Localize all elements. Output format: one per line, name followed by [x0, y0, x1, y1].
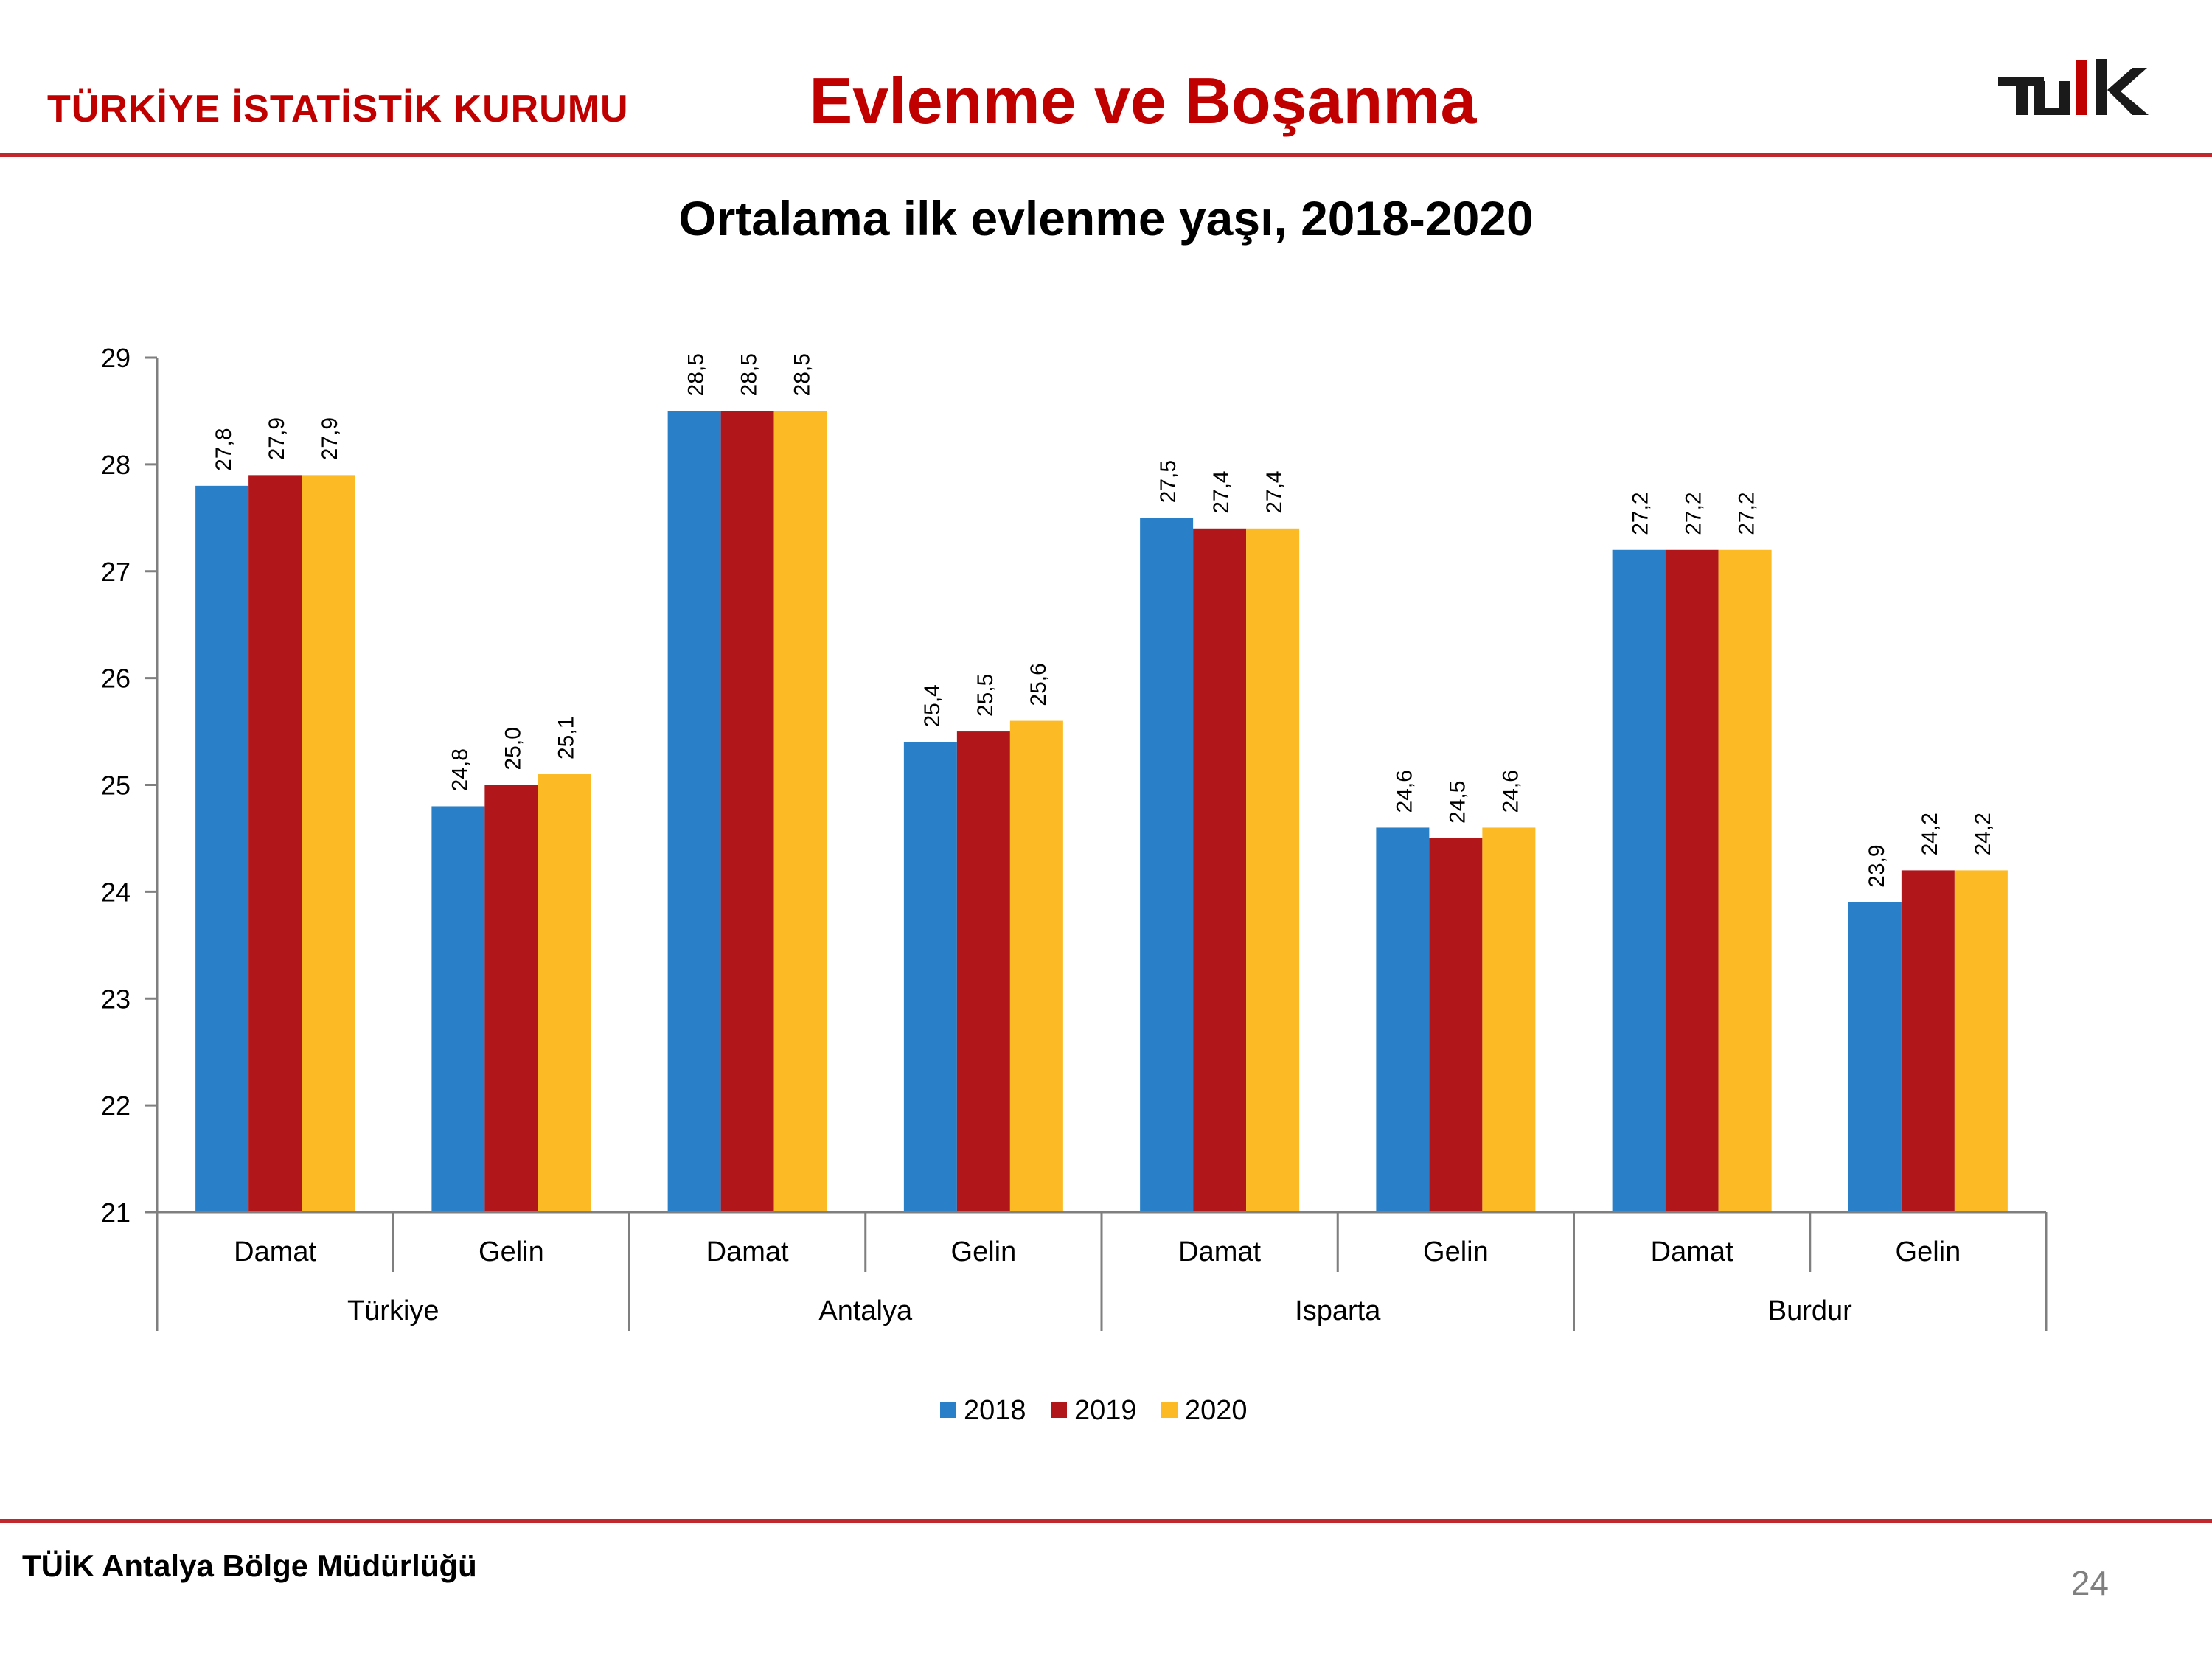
- bar-2019-5: [1193, 528, 1247, 1212]
- data-label-2019-1: 27,9: [265, 417, 289, 460]
- data-label-2019-2: 25,0: [501, 727, 525, 770]
- data-label-2018-4: 25,4: [920, 684, 945, 727]
- footer-rule: [0, 1519, 2212, 1523]
- x-group-label: Burdur: [1768, 1295, 1852, 1326]
- bar-2018-5: [1140, 518, 1194, 1212]
- data-label-2019-5: 27,4: [1209, 470, 1234, 513]
- data-label-2018-8: 23,9: [1865, 844, 1889, 887]
- header-rule: [0, 153, 2212, 157]
- legend-label-2020: 2020: [1185, 1395, 1248, 1426]
- footer-office: TÜİK Antalya Bölge Müdürlüğü: [22, 1548, 477, 1583]
- data-label-2020-8: 24,2: [1971, 813, 1995, 855]
- x-group-label: Antalya: [818, 1295, 913, 1326]
- bar-2020-5: [1246, 528, 1300, 1212]
- chart-title: Ortalama ilk evlenme yaşı, 2018-2020: [678, 191, 1534, 246]
- y-tick-label: 28: [101, 450, 131, 480]
- bar-2020-7: [1718, 549, 1772, 1212]
- data-label-2018-3: 28,5: [684, 353, 709, 396]
- x-category-label: Gelin: [1896, 1237, 1961, 1267]
- y-tick-label: 21: [101, 1197, 131, 1228]
- data-label-2020-4: 25,6: [1026, 663, 1051, 706]
- bar-2020-8: [1954, 870, 2008, 1212]
- y-tick-label: 23: [101, 984, 131, 1014]
- bar-2018-3: [667, 411, 721, 1212]
- bar-2019-7: [1665, 549, 1719, 1212]
- y-tick-label: 24: [101, 877, 131, 907]
- bar-2020-1: [302, 475, 355, 1212]
- y-tick-label: 26: [101, 664, 131, 694]
- x-category-label: Gelin: [951, 1237, 1017, 1267]
- bar-2019-2: [484, 785, 538, 1212]
- y-tick-label: 25: [101, 771, 131, 801]
- data-label-2019-6: 24,5: [1445, 781, 1470, 824]
- bar-2019-1: [248, 475, 302, 1212]
- y-tick-label: 29: [101, 343, 131, 373]
- y-tick-label: 22: [101, 1091, 131, 1121]
- legend-swatch-2018: [940, 1402, 956, 1418]
- x-category-label: Damat: [1651, 1237, 1733, 1267]
- data-label-2019-7: 27,2: [1682, 492, 1706, 535]
- data-label-2018-2: 24,8: [448, 748, 472, 791]
- data-label-2020-3: 28,5: [790, 353, 815, 396]
- data-label-2018-5: 27,5: [1156, 460, 1180, 503]
- bar-2019-4: [956, 731, 1010, 1212]
- page-number: 24: [2070, 1564, 2109, 1602]
- bar-2020-4: [1009, 720, 1063, 1212]
- data-label-2020-6: 24,6: [1498, 770, 1523, 813]
- data-label-2020-2: 25,1: [554, 717, 578, 759]
- bar-2019-3: [720, 411, 774, 1212]
- bar-2018-8: [1848, 902, 1902, 1212]
- tuik-logo: [1998, 59, 2149, 115]
- data-label-2020-7: 27,2: [1735, 492, 1759, 535]
- data-label-2019-8: 24,2: [1918, 813, 1942, 855]
- x-category-label: Damat: [1178, 1237, 1261, 1267]
- bar-2019-6: [1429, 838, 1483, 1212]
- legend-swatch-2019: [1051, 1402, 1067, 1418]
- bar-2020-6: [1482, 827, 1536, 1212]
- data-label-2018-1: 27,8: [212, 428, 236, 470]
- legend-label-2018: 2018: [964, 1395, 1026, 1426]
- legend-label-2019: 2019: [1074, 1395, 1137, 1426]
- bar-2018-1: [195, 485, 249, 1212]
- x-category-label: Damat: [234, 1237, 316, 1267]
- bar-2018-2: [431, 806, 485, 1212]
- legend-swatch-2020: [1161, 1402, 1178, 1418]
- bar-2018-6: [1376, 827, 1430, 1212]
- bar-2019-8: [1901, 870, 1955, 1212]
- x-group-label: Türkiye: [347, 1295, 439, 1326]
- x-group-label: Isparta: [1295, 1295, 1381, 1326]
- y-tick-label: 27: [101, 557, 131, 587]
- data-label-2018-6: 24,6: [1392, 770, 1416, 813]
- data-label-2020-5: 27,4: [1262, 470, 1287, 513]
- bar-2018-4: [903, 742, 957, 1212]
- data-label-2020-1: 27,9: [318, 417, 342, 460]
- data-label-2018-7: 27,2: [1629, 492, 1653, 535]
- bar-2020-2: [538, 774, 591, 1212]
- bar-2020-3: [773, 411, 827, 1212]
- data-label-2019-4: 25,5: [973, 674, 998, 717]
- data-label-2019-3: 28,5: [737, 353, 762, 396]
- org-name: TÜRKİYE İSTATİSTİK KURUMU: [47, 88, 629, 131]
- x-category-label: Gelin: [479, 1237, 544, 1267]
- x-category-label: Gelin: [1423, 1237, 1489, 1267]
- bar-2018-7: [1612, 549, 1666, 1212]
- page-title: Evlenme ve Boşanma: [809, 64, 1477, 137]
- x-category-label: Damat: [706, 1237, 789, 1267]
